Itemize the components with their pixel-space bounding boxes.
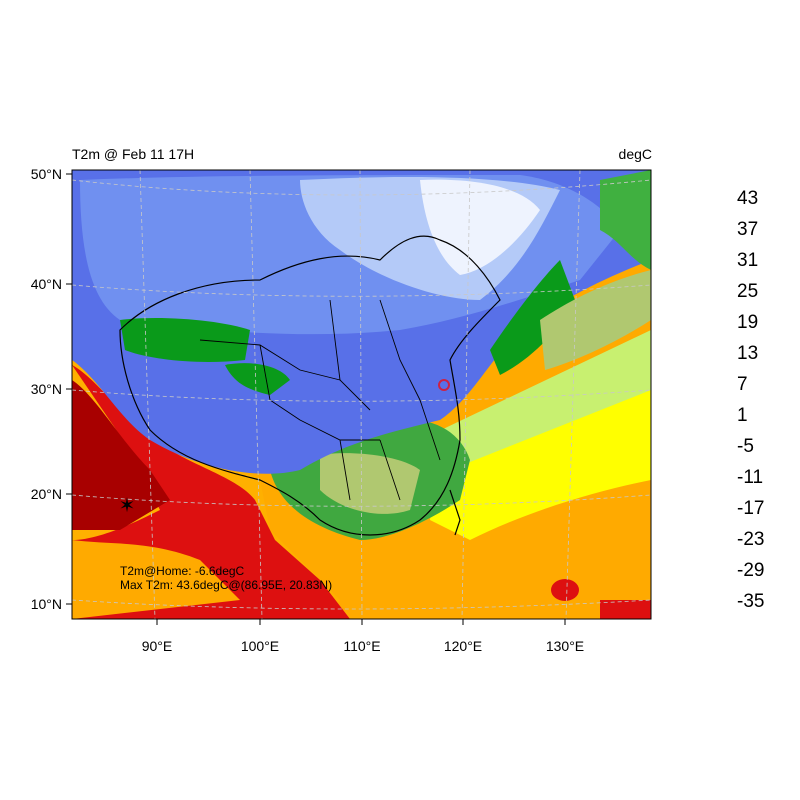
colorbar-label: 1 <box>737 405 748 426</box>
lat-axis: 50°N 40°N 30°N 20°N 10°N <box>31 166 72 612</box>
map-field: ✶ <box>72 170 651 619</box>
colorbar-label: -29 <box>737 560 764 581</box>
max-marker: ✶ <box>119 495 136 517</box>
lon-label-130: 130°E <box>546 638 584 654</box>
japan-olive <box>540 270 651 370</box>
colorbar-label: 31 <box>737 250 758 271</box>
lat-label-20: 20°N <box>31 486 62 502</box>
max-temp-annotation: Max T2m: 43.6degC@(86.95E, 20.83N) <box>120 578 332 592</box>
lat-label-30: 30°N <box>31 381 62 397</box>
colorbar-label: -35 <box>737 591 764 612</box>
lat-label-10: 10°N <box>31 596 62 612</box>
tarim-green <box>120 318 250 362</box>
pacific-hotspot <box>551 579 579 601</box>
colorbar-label: -11 <box>737 467 763 488</box>
lon-label-110: 110°E <box>343 638 380 654</box>
map-title: T2m @ Feb 11 17H <box>72 146 195 162</box>
taiwan-outline <box>449 489 461 536</box>
qaidam-green <box>225 363 290 395</box>
colorbar-label: -23 <box>737 529 764 550</box>
colorbar-label: 25 <box>737 281 758 302</box>
lat-label-50: 50°N <box>31 166 62 182</box>
colorbar-label: -17 <box>737 498 764 519</box>
bay-of-bengal <box>72 540 240 619</box>
lon-axis: 90°E 100°E 110°E 120°E 130°E <box>142 619 584 654</box>
colorbar-labels: 43 37 31 25 19 13 7 1 -5 -11 -17 -23 -29… <box>737 188 764 612</box>
coldest-zone <box>420 179 540 275</box>
northeast-green <box>600 170 651 270</box>
darkred-region <box>72 380 170 530</box>
units-label: degC <box>618 146 652 162</box>
colorbar-label: 37 <box>737 219 758 240</box>
lat-label-40: 40°N <box>31 276 62 292</box>
lightgreen-zone <box>420 330 651 470</box>
home-temp-annotation: T2m@Home: -6.6degC <box>120 564 245 578</box>
colorbar-label: -5 <box>737 436 754 457</box>
lon-label-90: 90°E <box>142 638 173 654</box>
colorbar-label: 13 <box>737 343 758 364</box>
lon-label-120: 120°E <box>444 638 482 654</box>
home-marker <box>438 379 450 391</box>
lon-label-100: 100°E <box>241 638 279 654</box>
colorbar-label: 19 <box>737 312 758 333</box>
colorbar-label: 7 <box>737 374 748 395</box>
pacific-hotspot-2 <box>600 600 651 619</box>
colorbar-label: 43 <box>737 188 758 209</box>
korea-green <box>490 260 575 375</box>
graticule <box>72 170 651 619</box>
